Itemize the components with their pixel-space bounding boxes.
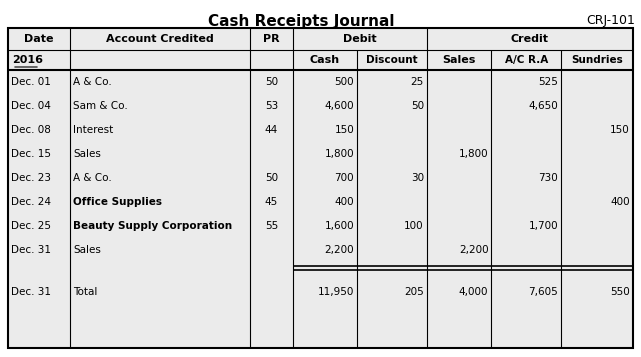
Text: CRJ-101: CRJ-101 <box>586 14 635 27</box>
Text: Credit: Credit <box>511 34 549 44</box>
Text: 730: 730 <box>538 173 558 183</box>
Text: Dec. 08: Dec. 08 <box>11 125 51 135</box>
Text: Cash Receipts Journal: Cash Receipts Journal <box>208 14 394 29</box>
Text: 53: 53 <box>265 101 278 111</box>
Text: 400: 400 <box>610 197 630 207</box>
Text: 11,950: 11,950 <box>318 287 354 297</box>
Text: Dec. 31: Dec. 31 <box>11 287 51 297</box>
Text: A & Co.: A & Co. <box>73 77 112 87</box>
Text: Dec. 23: Dec. 23 <box>11 173 51 183</box>
Text: Total: Total <box>73 287 97 297</box>
Text: 1,700: 1,700 <box>528 221 558 231</box>
Text: 1,800: 1,800 <box>459 149 488 159</box>
Text: 7,605: 7,605 <box>528 287 558 297</box>
Text: Sales: Sales <box>73 245 101 255</box>
Text: Dec. 04: Dec. 04 <box>11 101 51 111</box>
Bar <box>8 28 633 348</box>
Text: 2,200: 2,200 <box>324 245 354 255</box>
Text: 550: 550 <box>610 287 630 297</box>
Text: 400: 400 <box>335 197 354 207</box>
Text: 44: 44 <box>265 125 278 135</box>
Text: Sam & Co.: Sam & Co. <box>73 101 128 111</box>
Text: 150: 150 <box>335 125 354 135</box>
Text: 100: 100 <box>404 221 424 231</box>
Text: 50: 50 <box>411 101 424 111</box>
Text: Sales: Sales <box>73 149 101 159</box>
Text: Cash: Cash <box>310 55 340 65</box>
Text: PR: PR <box>263 34 279 44</box>
Text: 1,800: 1,800 <box>324 149 354 159</box>
Text: 55: 55 <box>265 221 278 231</box>
Text: 30: 30 <box>411 173 424 183</box>
Text: Date: Date <box>24 34 54 44</box>
Text: 4,650: 4,650 <box>528 101 558 111</box>
Text: Sales: Sales <box>442 55 476 65</box>
Text: A & Co.: A & Co. <box>73 173 112 183</box>
Text: Office Supplies: Office Supplies <box>73 197 162 207</box>
Text: 4,000: 4,000 <box>459 287 488 297</box>
Text: 2016: 2016 <box>12 55 43 65</box>
Text: 50: 50 <box>265 77 278 87</box>
Text: 4,600: 4,600 <box>324 101 354 111</box>
Text: Account Credited: Account Credited <box>106 34 214 44</box>
Bar <box>8 28 633 348</box>
Text: 25: 25 <box>411 77 424 87</box>
Text: Dec. 25: Dec. 25 <box>11 221 51 231</box>
Text: Discount: Discount <box>366 55 418 65</box>
Text: 50: 50 <box>265 173 278 183</box>
Text: 500: 500 <box>335 77 354 87</box>
Text: 1,600: 1,600 <box>324 221 354 231</box>
Text: 205: 205 <box>404 287 424 297</box>
Text: 45: 45 <box>265 197 278 207</box>
Text: Dec. 31: Dec. 31 <box>11 245 51 255</box>
Text: 150: 150 <box>610 125 630 135</box>
Text: 525: 525 <box>538 77 558 87</box>
Text: Dec. 15: Dec. 15 <box>11 149 51 159</box>
Text: Dec. 01: Dec. 01 <box>11 77 51 87</box>
Text: A/C R.A: A/C R.A <box>504 55 548 65</box>
Text: Debit: Debit <box>343 34 376 44</box>
Text: 2,200: 2,200 <box>459 245 488 255</box>
Text: Beauty Supply Corporation: Beauty Supply Corporation <box>73 221 233 231</box>
Text: Interest: Interest <box>73 125 113 135</box>
Text: Sundries: Sundries <box>571 55 623 65</box>
Text: 700: 700 <box>335 173 354 183</box>
Text: Dec. 24: Dec. 24 <box>11 197 51 207</box>
